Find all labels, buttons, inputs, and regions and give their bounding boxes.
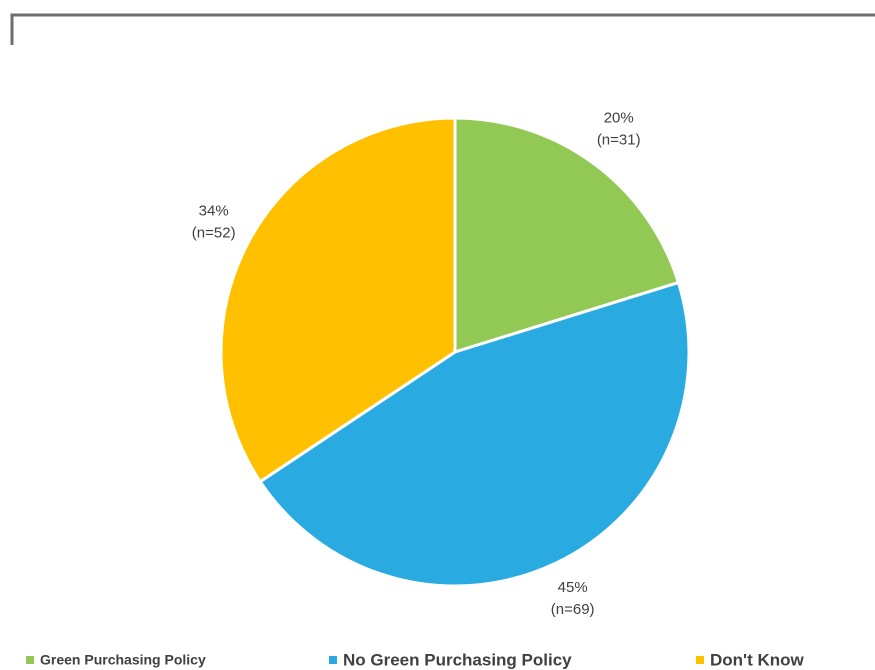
data-label: 20% — [604, 110, 634, 127]
legend-swatch — [26, 656, 34, 664]
data-label: 34% — [199, 203, 229, 220]
data-label-count: (n=69) — [551, 601, 595, 618]
pie-slice — [453, 116, 681, 355]
legend-label: Don't Know — [710, 650, 805, 669]
data-label-count: (n=52) — [192, 225, 236, 242]
legend-swatch — [696, 656, 704, 664]
frame — [10, 13, 875, 45]
data-label-count: (n=31) — [597, 132, 641, 149]
legend-label: Green Purchasing Policy — [40, 652, 206, 668]
pie-slice — [258, 280, 691, 588]
data-label: 45% — [558, 579, 588, 596]
pie-slice — [219, 116, 457, 484]
legend-swatch — [329, 656, 337, 664]
legend-label: No Green Purchasing Policy — [343, 650, 572, 669]
